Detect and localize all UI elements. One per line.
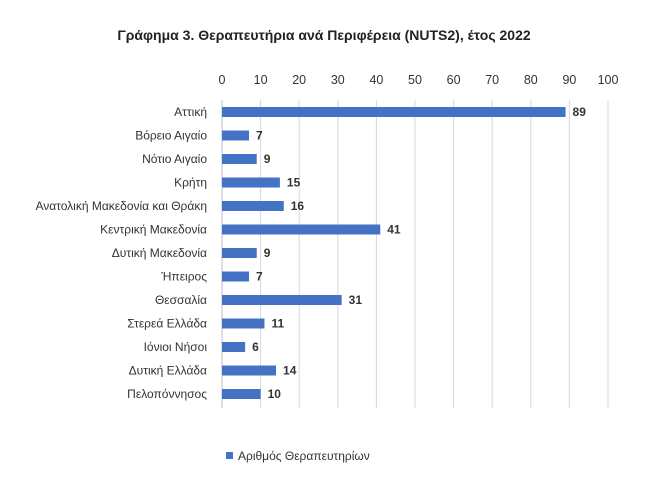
x-tick-label: 10: [254, 73, 268, 87]
bar: [222, 318, 265, 329]
bar: [222, 271, 250, 282]
data-label: 41: [387, 223, 401, 237]
category-labels: Αττική Βόρειο Αιγαίο Νότιο Αιγαίο Κρήτη Ανατ…: [35, 105, 207, 401]
data-label: 14: [283, 364, 297, 378]
data-label: 9: [264, 152, 271, 166]
legend-swatch: [226, 452, 233, 459]
data-label: 15: [287, 176, 301, 190]
x-tick-label: 0: [219, 73, 226, 87]
data-label: 10: [268, 387, 282, 401]
category-label: Θεσσαλία: [155, 293, 207, 307]
category-label: Βόρειο Αιγαίο: [135, 129, 207, 143]
data-label: 9: [264, 246, 271, 260]
category-label: Νότιο Αιγαίο: [142, 152, 207, 166]
category-label: Ιόνιοι Νήσοι: [144, 340, 208, 354]
bar: [222, 107, 566, 117]
x-tick-label: 90: [562, 73, 576, 87]
x-tick-label: 100: [598, 73, 619, 87]
bar: [222, 224, 381, 235]
category-label: Αττική: [174, 105, 207, 119]
legend-label: Αριθμός Θεραπευτηρίων: [238, 449, 370, 463]
x-axis-ticks: 0 10 20 30 40 50 60 70 80 90 100: [219, 73, 619, 87]
bar: [222, 342, 246, 352]
x-tick-label: 60: [447, 73, 461, 87]
data-label: 89: [573, 105, 587, 119]
data-label: 7: [256, 129, 263, 143]
chart-title: Γράφημα 3. Θεραπευτήρια ανά Περιφέρεια (…: [117, 27, 531, 43]
bar: [222, 389, 261, 399]
x-tick-label: 80: [524, 73, 538, 87]
bar: [222, 365, 277, 376]
category-label: Στερεά Ελλάδα: [127, 317, 207, 331]
data-label: 31: [349, 293, 363, 307]
x-tick-label: 70: [485, 73, 499, 87]
category-label: Δυτική Μακεδονία: [112, 246, 207, 260]
bars: [222, 107, 566, 399]
data-label: 6: [252, 340, 259, 354]
bar: [222, 201, 284, 211]
category-label: Ήπειρος: [160, 270, 207, 284]
bar: [222, 177, 280, 188]
category-label: Δυτική Ελλάδα: [129, 364, 207, 378]
x-tick-label: 20: [292, 73, 306, 87]
gridlines: [221, 100, 609, 408]
legend: Αριθμός Θεραπευτηρίων: [226, 449, 370, 463]
bar: [222, 154, 257, 164]
category-label: Κεντρική Μακεδονία: [100, 223, 207, 237]
bar: [222, 130, 250, 141]
bar: [222, 295, 342, 305]
category-label: Κρήτη: [174, 176, 207, 190]
data-label: 11: [271, 317, 284, 331]
category-label: Πελοπόννησος: [127, 387, 207, 401]
category-label: Ανατολική Μακεδονία και Θράκη: [35, 199, 207, 213]
data-label: 7: [256, 270, 263, 284]
x-tick-label: 30: [331, 73, 345, 87]
bar: [222, 248, 257, 258]
x-tick-label: 40: [369, 73, 383, 87]
data-label: 16: [291, 199, 305, 213]
x-tick-label: 50: [408, 73, 422, 87]
